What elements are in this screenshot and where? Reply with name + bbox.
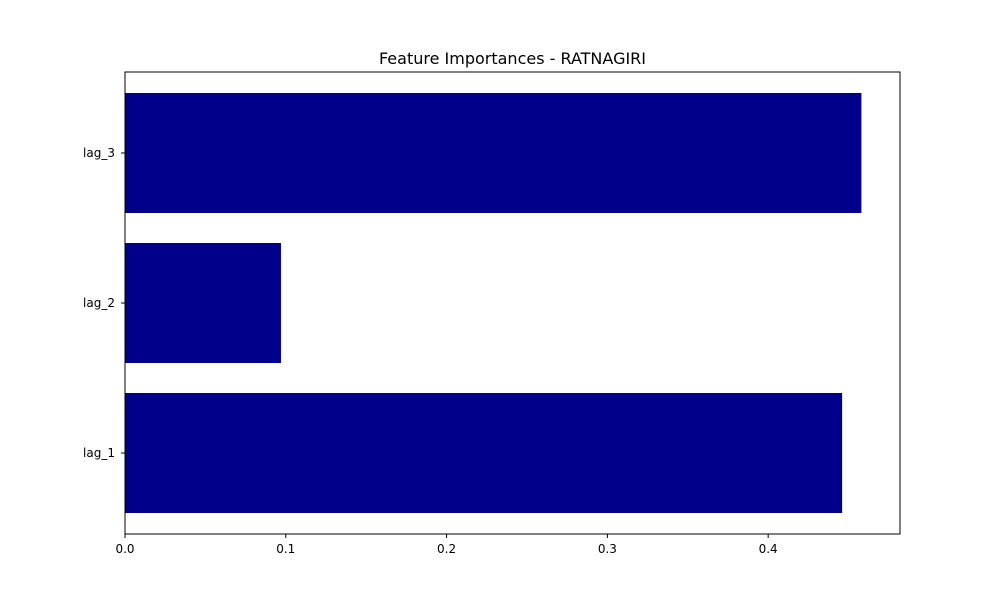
bars-group (125, 93, 862, 513)
y-axis: lag_1 lag_2 lag_3 (83, 146, 125, 460)
x-tick-label: 0.3 (598, 542, 617, 556)
bar-lag_2 (125, 243, 281, 363)
x-axis: 0.0 0.1 0.2 0.3 0.4 (115, 534, 778, 556)
plot-frame (124, 71, 901, 535)
x-tick-label: 0.2 (437, 542, 456, 556)
bar-lag_3 (125, 93, 862, 213)
bar-lag_1 (125, 393, 843, 513)
chart-title: Feature Importances - RATNAGIRI (379, 49, 646, 68)
y-tick-label: lag_2 (83, 296, 115, 310)
y-tick-label: lag_3 (83, 146, 115, 160)
x-tick-label: 0.4 (759, 542, 778, 556)
x-tick-label: 0.0 (115, 542, 134, 556)
x-tick-label: 0.1 (276, 542, 295, 556)
y-tick-label: lag_1 (83, 446, 115, 460)
